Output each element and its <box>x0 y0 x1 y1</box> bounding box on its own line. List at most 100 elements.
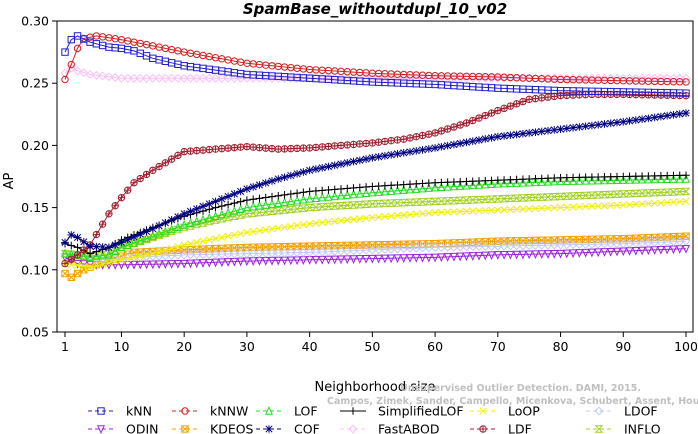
point-ldf-45 <box>337 141 345 150</box>
point-fastabod-14 <box>142 73 152 83</box>
point-loop-82 <box>569 203 577 211</box>
point-loop-32 <box>255 227 264 235</box>
point-loop-38 <box>293 221 301 230</box>
point-ldof-17 <box>160 251 170 261</box>
point-ldof-88 <box>606 239 616 249</box>
point-cof-57 <box>412 147 421 155</box>
point-lof-1 <box>61 248 69 258</box>
point-odin-81 <box>562 249 571 259</box>
point-inflo-84 <box>581 191 591 200</box>
point-lof-40 <box>305 193 314 203</box>
point-ldf-75 <box>525 95 533 104</box>
point-ldof-72 <box>505 241 515 251</box>
point-cof-32 <box>255 181 264 189</box>
point-fastabod-24 <box>204 73 214 83</box>
point-loop-30 <box>243 228 251 237</box>
point-ldof-39 <box>298 248 308 258</box>
point-cof-79 <box>550 126 559 134</box>
point-simplifiedlof-39 <box>299 188 308 197</box>
point-loop-25 <box>211 235 220 243</box>
point-odin-5 <box>86 260 95 270</box>
point-fastabod-1 <box>60 68 70 78</box>
point-inflo-26 <box>217 215 227 223</box>
point-lof-82 <box>569 176 578 185</box>
point-lof-39 <box>299 194 308 204</box>
point-ldof-45 <box>336 246 346 256</box>
point-fastabod-8 <box>104 72 114 82</box>
point-knnw-1 <box>61 75 69 84</box>
point-inflo-97 <box>662 188 672 196</box>
legend-item-ldof: LDOF <box>586 404 658 419</box>
point-inflo-58 <box>418 198 427 206</box>
x-tick-label-20: 20 <box>176 339 192 354</box>
point-lof-32 <box>255 200 264 210</box>
point-loop-60 <box>431 209 439 217</box>
point-inflo-79 <box>549 192 559 201</box>
point-simplifiedlof-38 <box>293 189 301 197</box>
point-fastabod-40 <box>305 73 315 83</box>
point-lof-45 <box>337 190 345 200</box>
point-ldof-82 <box>568 240 578 250</box>
legend-label-fastabod: FastABOD <box>378 422 440 434</box>
point-odin-67 <box>475 251 483 261</box>
point-ldof-61 <box>436 242 446 252</box>
point-cof-91 <box>625 117 634 125</box>
point-ldof-59 <box>424 243 434 253</box>
point-cof-36 <box>280 173 289 182</box>
point-lof-70 <box>493 178 502 188</box>
point-inflo-61 <box>436 197 446 205</box>
point-inflo-85 <box>587 191 597 199</box>
point-ldof-97 <box>662 237 672 247</box>
point-ldf-81 <box>563 91 571 100</box>
point-odin-48 <box>355 255 364 264</box>
point-fastabod-26 <box>217 73 227 83</box>
point-inflo-87 <box>600 190 609 199</box>
point-cof-33 <box>261 179 270 187</box>
point-cof-93 <box>638 115 646 123</box>
point-lof-55 <box>399 185 408 194</box>
point-loop-9 <box>111 257 119 265</box>
point-ldof-48 <box>355 245 365 255</box>
point-ldof-86 <box>593 239 603 249</box>
legend-item-simplifiedlof: SimplifiedLOF <box>340 404 464 419</box>
point-inflo-74 <box>518 194 528 202</box>
point-inflo-72 <box>505 194 515 203</box>
point-odin-66 <box>468 252 477 261</box>
point-cof-80 <box>556 125 565 134</box>
point-ldof-47 <box>349 246 359 256</box>
point-loop-14 <box>142 251 151 259</box>
point-cof-20 <box>180 210 188 218</box>
point-lof-84 <box>581 175 590 185</box>
point-loop-39 <box>299 221 307 229</box>
point-loop-33 <box>262 226 270 234</box>
point-ldf-31 <box>249 143 257 151</box>
point-loop-72 <box>506 206 514 214</box>
point-ldf-20 <box>180 147 188 156</box>
point-odin-21 <box>186 259 195 269</box>
point-ldof-87 <box>599 239 609 249</box>
point-inflo-43 <box>324 202 333 211</box>
series-loop <box>61 197 690 271</box>
point-fastabod-48 <box>355 73 365 83</box>
point-knn-2 <box>67 35 75 44</box>
point-cof-76 <box>531 128 540 137</box>
point-cof-99 <box>675 110 684 118</box>
point-loop-54 <box>393 212 402 220</box>
point-fastabod-15 <box>148 73 158 83</box>
point-fastabod-73 <box>512 73 522 83</box>
point-odin-10 <box>117 261 126 270</box>
point-inflo-36 <box>280 206 289 214</box>
point-odin-25 <box>211 258 220 268</box>
point-loop-12 <box>130 253 138 261</box>
point-loop-49 <box>362 214 370 222</box>
point-knn-100 <box>682 89 690 97</box>
legend-item-inflo: INFLO <box>586 422 661 434</box>
point-cof-48 <box>356 156 364 165</box>
point-inflo-40 <box>305 203 315 212</box>
point-ldof-46 <box>342 246 352 256</box>
point-fastabod-27 <box>223 73 233 83</box>
point-fastabod-25 <box>211 73 221 83</box>
point-ldof-78 <box>543 240 553 250</box>
point-ldf-59 <box>425 130 433 138</box>
